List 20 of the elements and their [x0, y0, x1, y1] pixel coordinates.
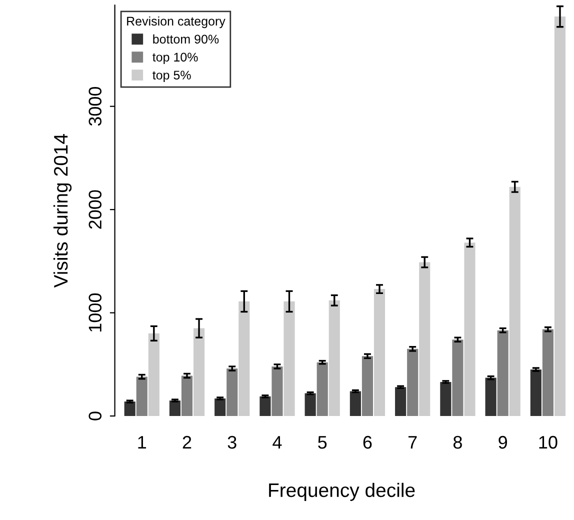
- y-tick-label: 1000: [88, 293, 102, 332]
- legend-label: top 10%: [152, 52, 198, 64]
- y-tick-label: 0: [88, 412, 102, 420]
- x-tick-label: 8: [453, 436, 462, 449]
- y-tick-label: 2000: [88, 190, 102, 229]
- x-tick-label: 9: [498, 436, 507, 449]
- x-axis-title: Frequency decile: [269, 482, 415, 501]
- x-tick-label: 1: [138, 436, 146, 449]
- legend-label: bottom 90%: [153, 34, 219, 44]
- x-tick-label: 2: [182, 436, 192, 449]
- y-axis-title: Visits during 2014: [53, 134, 72, 288]
- x-tick-label: 7: [408, 436, 417, 449]
- legend-title: Revision category: [127, 16, 226, 28]
- y-tick-label: 3000: [88, 86, 102, 126]
- x-tick-label: 10: [539, 436, 558, 449]
- x-tick-label: 4: [272, 436, 282, 449]
- x-tick-label: 3: [228, 436, 236, 449]
- x-tick-label: 5: [318, 436, 327, 449]
- legend-label: top 5%: [152, 70, 191, 82]
- x-tick-label: 6: [363, 436, 372, 449]
